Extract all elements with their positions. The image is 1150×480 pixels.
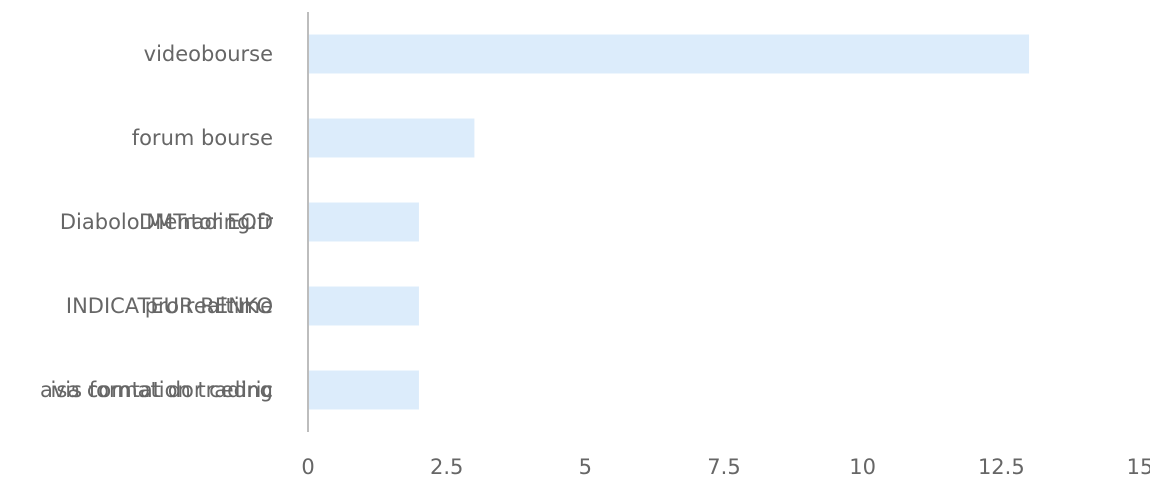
category-label-4-0: avis formation trading — [40, 378, 273, 402]
x-tick-label-0: 0 — [301, 455, 314, 479]
x-tick-label-4: 10 — [849, 455, 876, 479]
category-labels: videobourse forum bourse Diabolo Mentor EO… — [40, 42, 273, 402]
x-tick-label-1: 2.5 — [430, 455, 463, 479]
x-tick-label-5: 12.5 — [978, 455, 1025, 479]
category-label-4-1: isa comtat dor cedric — [51, 378, 273, 402]
bars-group — [308, 34, 1030, 410]
category-label-2-1: DMTrading.fr — [139, 210, 273, 234]
category-label-2-0: Diabolo Mentor EOD — [60, 210, 273, 234]
x-axis-tick-labels: 0 2.5 5 7.5 10 12.5 15 — [301, 455, 1150, 479]
bar-4 — [308, 370, 419, 410]
x-tick-label-2: 5 — [579, 455, 592, 479]
category-label-3-1: pro realtime — [145, 294, 273, 318]
bar-3 — [308, 286, 419, 326]
category-label-0-0: videobourse — [144, 42, 273, 66]
bar-2 — [308, 202, 419, 242]
bar-1 — [308, 118, 475, 158]
category-label-1-0: forum bourse — [132, 126, 273, 150]
x-tick-label-6: 15 — [1127, 455, 1150, 479]
bar-0 — [308, 34, 1030, 74]
category-label-3-0: INDICATEUR RENKO — [66, 294, 273, 318]
x-tick-label-3: 7.5 — [707, 455, 740, 479]
